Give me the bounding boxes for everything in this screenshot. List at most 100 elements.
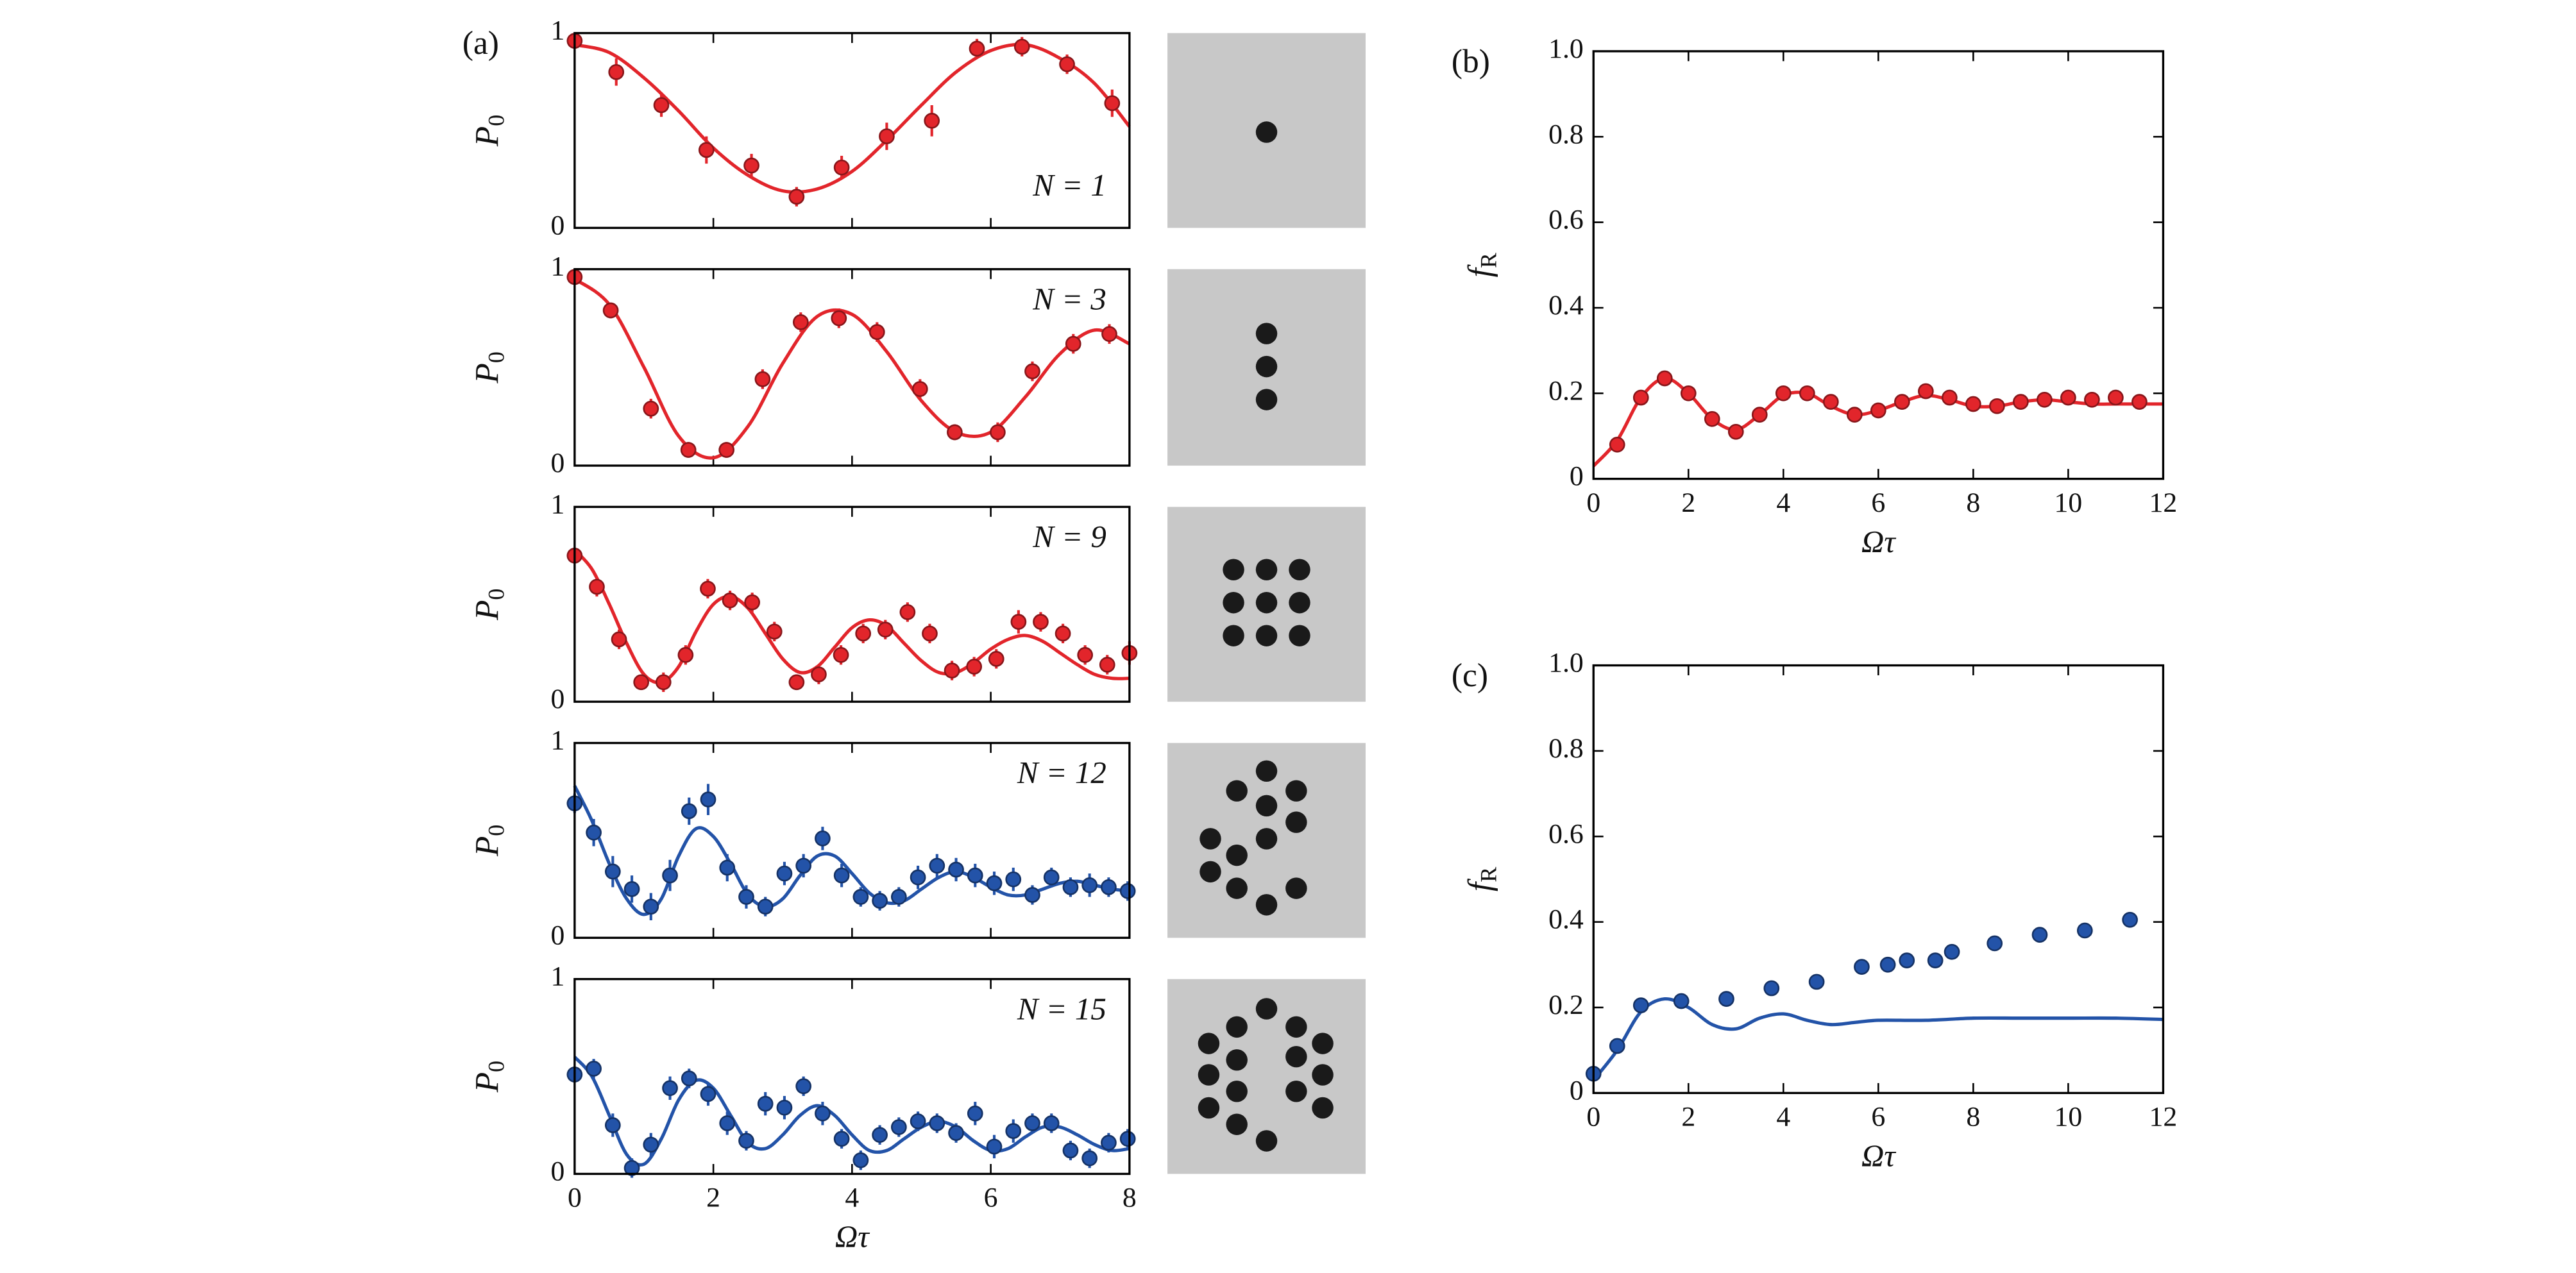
data-point [1005, 1123, 1022, 1139]
panel-label: (c) [1452, 657, 1488, 694]
panel-label: (a) [462, 25, 499, 62]
data-point [1894, 394, 1910, 410]
fit-line [573, 277, 1130, 460]
x-tick-label: 6 [1871, 1102, 1885, 1133]
y-axis-label: P0 [469, 351, 509, 384]
x-tick-label: 12 [2149, 487, 2178, 518]
x-axis-label: Ωτ [835, 1219, 870, 1254]
atom [1255, 795, 1278, 817]
data-point [1656, 370, 1673, 387]
y-axis-subscript: R [1476, 253, 1502, 268]
x-tick-label: 4 [1776, 1102, 1790, 1133]
data-point [1609, 1038, 1625, 1054]
data-point [2031, 927, 2048, 943]
data-point [1808, 974, 1825, 990]
data-point [653, 97, 670, 114]
data-point [719, 1115, 736, 1131]
data-point [1062, 879, 1079, 895]
y-tick-label: 0 [551, 210, 565, 240]
axes-frame [573, 31, 1131, 230]
axes-frame [573, 978, 1131, 1176]
atom [1226, 1049, 1248, 1071]
data-point [662, 867, 678, 884]
data-point [1763, 980, 1780, 997]
data-point [833, 867, 850, 884]
data-point [738, 889, 754, 905]
data-point [623, 881, 640, 897]
data-point [795, 857, 812, 874]
atom [1226, 780, 1248, 802]
x-tick-label: 6 [984, 1183, 998, 1213]
data-point [2084, 391, 2100, 408]
data-point [1822, 394, 1839, 410]
atom [1255, 591, 1278, 614]
annotation: N = 15 [1017, 991, 1106, 1026]
data-point [1119, 883, 1136, 899]
atom [1223, 625, 1244, 646]
fit-line [573, 1056, 1130, 1167]
axes-frame [1592, 50, 2165, 480]
axes-frame [573, 505, 1131, 703]
atom [1289, 559, 1310, 580]
data-point [1944, 943, 1960, 960]
y-axis-symbol: P [469, 363, 505, 384]
data-point [879, 128, 895, 144]
data-point [929, 857, 945, 874]
data-point [757, 1095, 774, 1112]
data-point [1799, 385, 1815, 401]
data-point [788, 674, 805, 691]
y-tick-label: 0.2 [1548, 375, 1584, 406]
data-point [776, 1099, 793, 1116]
y-tick-label: 1.0 [1548, 33, 1584, 64]
y-tick-label: 0.8 [1548, 733, 1584, 764]
data-point [776, 865, 793, 882]
fit-line [574, 42, 1131, 194]
data-point [967, 1105, 983, 1122]
data-point [757, 898, 774, 915]
y-tick-label: 0.8 [1548, 119, 1584, 149]
y-tick-label: 1 [551, 251, 565, 282]
x-tick-label: 0 [1586, 487, 1600, 518]
atom [1255, 828, 1278, 850]
y-axis-symbol: P [469, 1072, 505, 1093]
data-point [910, 869, 926, 886]
data-point [1101, 1134, 1117, 1151]
data-point [1033, 614, 1049, 630]
data-point [986, 875, 1003, 891]
data-point [967, 867, 983, 884]
data-point [680, 442, 697, 458]
data-point [929, 1115, 945, 1131]
data-point [890, 889, 907, 905]
data-point [1609, 436, 1625, 453]
data-point [611, 631, 627, 648]
fit-line [1592, 997, 2164, 1081]
data-point [869, 324, 885, 341]
data-point [1917, 383, 1934, 400]
atom [1198, 1033, 1220, 1054]
data-point [1632, 389, 1649, 406]
atom [1226, 1016, 1248, 1038]
data-point [833, 1131, 850, 1147]
data-point [1718, 991, 1734, 1007]
data-point [586, 824, 602, 841]
y-axis-subscript: 0 [484, 351, 509, 363]
atom [1285, 811, 1307, 833]
data-point [766, 623, 783, 640]
data-point [722, 592, 738, 609]
atom [1223, 591, 1244, 614]
data-point [1024, 887, 1040, 903]
y-tick-label: 0 [551, 1156, 565, 1187]
data-point [1099, 657, 1115, 673]
data-point [604, 863, 621, 880]
y-axis-symbol: P [469, 836, 505, 857]
data-point [852, 889, 869, 905]
atom [1255, 355, 1278, 378]
data-point [718, 442, 735, 458]
y-axis-label: P0 [469, 589, 509, 621]
data-point [700, 1086, 716, 1102]
data-point [643, 1136, 659, 1153]
data-point [855, 625, 872, 642]
data-point [890, 1119, 907, 1135]
